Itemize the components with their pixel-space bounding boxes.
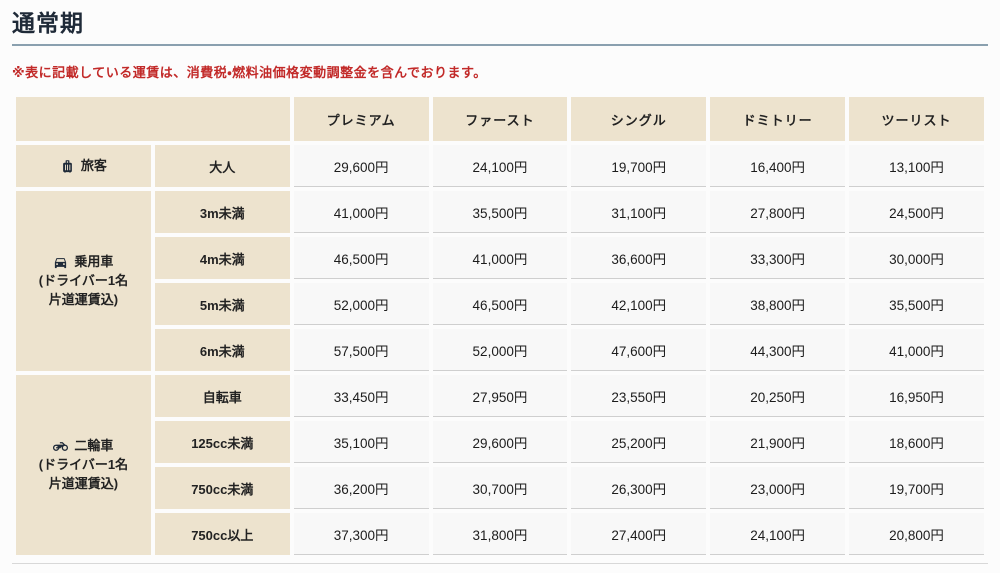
fare-value-cell: 42,100円 xyxy=(571,283,707,325)
fare-value-cell: 18,600円 xyxy=(849,421,984,463)
fare-value-cell: 16,950円 xyxy=(849,375,984,417)
fare-table-header: プレミアム ファースト シングル ドミトリー ツーリスト xyxy=(16,97,984,141)
category-sublabel: 片道運賃込) xyxy=(48,291,119,307)
fare-table: プレミアム ファースト シングル ドミトリー ツーリスト 旅客 大人 29,600円… xyxy=(12,93,988,559)
fare-value-cell: 27,950円 xyxy=(432,375,568,417)
fare-value-cell: 35,500円 xyxy=(849,283,984,325)
fare-value-cell: 52,000円 xyxy=(293,283,429,325)
row-label: 6m未満 xyxy=(154,329,290,371)
column-header-first: ファースト xyxy=(432,97,568,141)
fare-value-cell: 31,800円 xyxy=(432,513,568,555)
category-label: 二輪車 xyxy=(74,438,114,454)
fare-value-cell: 41,000円 xyxy=(293,191,429,233)
category-label: 旅客 xyxy=(80,158,107,174)
row-label: 5m未満 xyxy=(154,283,290,325)
fare-value-cell: 24,100円 xyxy=(710,513,846,555)
title-divider xyxy=(12,44,988,46)
fare-value-cell: 27,400円 xyxy=(571,513,707,555)
fare-value-cell: 29,600円 xyxy=(432,421,568,463)
fare-value-cell: 29,600円 xyxy=(293,145,429,187)
car-icon xyxy=(53,255,68,270)
fare-value-cell: 30,000円 xyxy=(849,237,984,279)
fare-value-cell: 41,000円 xyxy=(849,329,984,371)
table-row: 乗用車 (ドライバー1名 片道運賃込) 3m未満 41,000円 35,500円 31,10… xyxy=(16,191,984,371)
row-label: 3m未満 xyxy=(154,191,290,233)
column-header-premium: プレミアム xyxy=(293,97,429,141)
fare-value-cell: 35,100円 xyxy=(293,421,429,463)
fare-value-cell: 20,250円 xyxy=(710,375,846,417)
table-row: 4m未満 46,500円 41,000円 36,600円 33,300円 30,000円 xyxy=(16,237,984,279)
table-row: 750cc未満 36,200円 30,700円 26,300円 23,000円 19,70… xyxy=(16,467,984,509)
fare-value-cell: 30,700円 xyxy=(432,467,568,509)
fare-page: 通常期 ※表に記載している運賃は、消費税・燃料油価格変動調整金を含んでおります。… xyxy=(0,8,1000,564)
fare-value-cell: 19,700円 xyxy=(849,467,984,509)
fare-value-cell: 46,500円 xyxy=(432,283,568,325)
fare-value-cell: 44,300円 xyxy=(710,329,846,371)
motorcycle-icon xyxy=(53,439,69,454)
luggage-icon xyxy=(60,159,75,174)
table-row: 旅客 大人 29,600円 24,100円 19,700円 16,400円 13,100円 xyxy=(16,145,984,187)
fare-value-cell: 27,800円 xyxy=(710,191,846,233)
fare-value-cell: 35,500円 xyxy=(432,191,568,233)
fare-value-cell: 33,300円 xyxy=(710,237,846,279)
fare-value-cell: 57,500円 xyxy=(293,329,429,371)
table-row: 6m未満 57,500円 52,000円 47,600円 44,300円 41,000円 xyxy=(16,329,984,371)
fare-value-cell: 26,300円 xyxy=(571,467,707,509)
fare-value-cell: 25,200円 xyxy=(571,421,707,463)
row-label: 750cc以上 xyxy=(154,513,290,555)
table-row: 125cc未満 35,100円 29,600円 25,200円 21,900円 18,60… xyxy=(16,421,984,463)
category-cell-luggage: 旅客 xyxy=(16,145,151,187)
fare-value-cell: 24,500円 xyxy=(849,191,984,233)
row-label: 4m未満 xyxy=(154,237,290,279)
column-header-single: シングル xyxy=(571,97,707,141)
column-header-dormitory: ドミトリー xyxy=(710,97,846,141)
header-row: プレミアム ファースト シングル ドミトリー ツーリスト xyxy=(16,97,984,141)
category-cell-car: 乗用車 (ドライバー1名 片道運賃込) xyxy=(16,191,151,371)
table-row: 750cc以上 37,300円 31,800円 27,400円 24,100円 20,80… xyxy=(16,513,984,555)
category-label: 乗用車 xyxy=(74,254,114,270)
fare-value-cell: 24,100円 xyxy=(432,145,568,187)
fare-note: ※表に記載している運賃は、消費税・燃料油価格変動調整金を含んでおります。 xyxy=(12,65,487,80)
fare-value-cell: 52,000円 xyxy=(432,329,568,371)
fare-value-cell: 38,800円 xyxy=(710,283,846,325)
category-sublabel: (ドライバー1名 xyxy=(38,456,129,472)
fare-value-cell: 21,900円 xyxy=(710,421,846,463)
fare-value-cell: 33,450円 xyxy=(293,375,429,417)
fare-value-cell: 23,000円 xyxy=(710,467,846,509)
page-title: 通常期 xyxy=(12,10,84,36)
fare-value-cell: 37,300円 xyxy=(293,513,429,555)
fare-value-cell: 20,800円 xyxy=(849,513,984,555)
fare-value-cell: 36,600円 xyxy=(571,237,707,279)
fare-value-cell: 19,700円 xyxy=(571,145,707,187)
table-row: 5m未満 52,000円 46,500円 42,100円 38,800円 35,500円 xyxy=(16,283,984,325)
fare-value-cell: 46,500円 xyxy=(293,237,429,279)
section-bottom-rule xyxy=(12,563,988,564)
fare-value-cell: 41,000円 xyxy=(432,237,568,279)
fare-value-cell: 23,550円 xyxy=(571,375,707,417)
row-label: 自転車 xyxy=(154,375,290,417)
fare-value-cell: 16,400円 xyxy=(710,145,846,187)
table-row: 二輪車 (ドライバー1名 片道運賃込) 自転車 33,450円 27,950円 23,550… xyxy=(16,375,984,555)
fare-value-cell: 31,100円 xyxy=(571,191,707,233)
category-cell-motorcycle: 二輪車 (ドライバー1名 片道運賃込) xyxy=(16,375,151,555)
fare-value-cell: 13,100円 xyxy=(849,145,984,187)
category-sublabel: 片道運賃込) xyxy=(48,475,119,491)
column-header-tourist: ツーリスト xyxy=(849,97,984,141)
row-label: 大人 xyxy=(154,145,290,187)
row-label: 125cc未満 xyxy=(154,421,290,463)
fare-value-cell: 47,600円 xyxy=(571,329,707,371)
table-corner-cell xyxy=(16,97,290,141)
category-sublabel: (ドライバー1名 xyxy=(38,272,129,288)
row-label: 750cc未満 xyxy=(154,467,290,509)
fare-table-body: 旅客 大人 29,600円 24,100円 19,700円 16,400円 13,100円乗… xyxy=(16,145,984,555)
fare-value-cell: 36,200円 xyxy=(293,467,429,509)
